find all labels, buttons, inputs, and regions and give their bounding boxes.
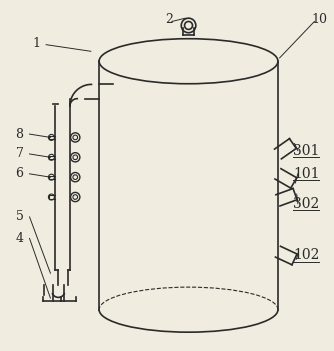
Text: 10: 10 xyxy=(311,13,327,26)
Text: 7: 7 xyxy=(16,147,23,160)
Text: 1: 1 xyxy=(32,37,40,49)
Text: 2: 2 xyxy=(165,13,173,26)
Text: 302: 302 xyxy=(293,197,319,211)
Text: 4: 4 xyxy=(16,232,24,245)
Text: 8: 8 xyxy=(16,128,24,141)
Text: 102: 102 xyxy=(293,248,319,262)
Text: 5: 5 xyxy=(16,210,23,223)
Text: 101: 101 xyxy=(293,167,319,181)
Text: 301: 301 xyxy=(293,144,319,158)
Text: 6: 6 xyxy=(16,167,24,180)
